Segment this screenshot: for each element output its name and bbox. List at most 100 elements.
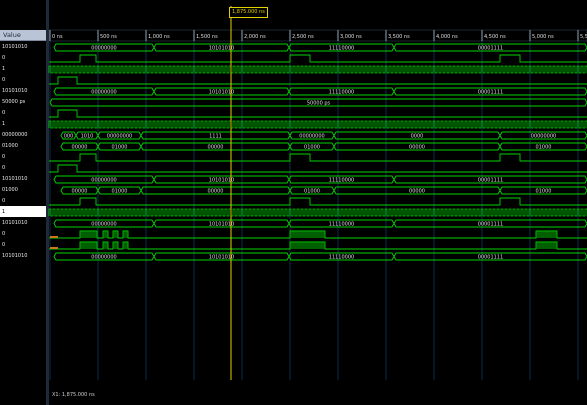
- signal-value[interactable]: 10101010: [2, 88, 28, 94]
- bus-segment: [393, 219, 587, 228]
- bus-value-label: 00000: [208, 189, 224, 195]
- bus-value-label: 11110000: [329, 46, 354, 52]
- signal-value[interactable]: 0: [2, 231, 6, 237]
- bus-value-label: 00000000: [531, 134, 556, 140]
- signal-value[interactable]: 01000: [2, 143, 18, 149]
- bus-value-label: 10101010: [209, 222, 234, 228]
- signal-value[interactable]: 10101010: [2, 44, 28, 50]
- bit-waveform: [49, 164, 587, 173]
- signal-value[interactable]: 50000 ps: [2, 99, 26, 105]
- bit-waveform: [49, 109, 587, 118]
- bus-value-label: 11110000: [329, 90, 354, 96]
- bit-high-fill: [80, 242, 97, 249]
- cursor-position-status: X1: 1,875.000 ns: [52, 392, 95, 398]
- bus-segment: [393, 252, 587, 261]
- bus-value-label: 00001111: [478, 178, 503, 184]
- signal-value[interactable]: 0: [2, 110, 6, 116]
- bus-value-label: 00000: [72, 189, 88, 195]
- undefined-marker: [50, 236, 58, 238]
- bus-value-label: 00000000: [91, 90, 116, 96]
- signal-value[interactable]: 0: [2, 242, 6, 248]
- signal-value[interactable]: 10101010: [2, 176, 28, 182]
- bus-value-label: 00001111: [478, 46, 503, 52]
- bit-waveform: [49, 241, 587, 250]
- timeline-tick-label: 2,000 ns: [244, 34, 266, 40]
- bus-value-label: 000: [64, 134, 74, 140]
- bus-value-label: 01000: [112, 189, 128, 195]
- signal-value[interactable]: 1: [2, 121, 6, 127]
- bus-value-label: 1111: [209, 134, 222, 140]
- timeline-tick-label: 500 ns: [100, 34, 117, 40]
- bus-value-label: 11110000: [329, 178, 354, 184]
- bus-segment: [499, 186, 587, 195]
- bus-value-label: 01000: [536, 189, 552, 195]
- bus-value-label: 00000000: [91, 222, 116, 228]
- bit-high-fill: [103, 231, 108, 238]
- signal-value[interactable]: 0: [2, 165, 6, 171]
- bit-waveform: [49, 153, 587, 162]
- bus-segment: [49, 98, 587, 107]
- timeline-tick-label: 3,000 ns: [340, 34, 362, 40]
- bus-segment: [393, 43, 587, 52]
- value-column-header[interactable]: Value: [0, 30, 46, 41]
- bus-value-label: 00000000: [91, 178, 116, 184]
- signal-value[interactable]: 0: [2, 77, 6, 83]
- selected-row-highlight[interactable]: [0, 206, 46, 217]
- value-panel: Value 10101010 0 1 0 10101010 50000 ps 0 1 00000…: [0, 0, 46, 405]
- bit-high-fill: [123, 242, 128, 249]
- bus-value-label: 00001111: [478, 255, 503, 261]
- bus-segment: [499, 131, 587, 140]
- bus-value-label: 0000: [411, 134, 424, 140]
- clock-waveform: [48, 208, 587, 217]
- bus-value-label: 00000: [409, 145, 425, 151]
- bit-high-fill: [290, 242, 325, 249]
- bus-value-label: 00001111: [478, 222, 503, 228]
- bus-value-label: 00000000: [91, 255, 116, 261]
- bus-value-label: 01000: [536, 145, 552, 151]
- bit-high-fill: [113, 242, 118, 249]
- bit-high-fill: [103, 242, 108, 249]
- bit-high-fill: [536, 242, 557, 249]
- bus-value-label: 10101010: [209, 178, 234, 184]
- cursor-time-label: 1,875.000 ns: [229, 7, 268, 18]
- bit-waveform: [49, 230, 587, 239]
- bus-value-label: 50000 ps: [307, 101, 331, 107]
- bus-value-label: 00001111: [478, 90, 503, 96]
- bus-value-label: 01000: [304, 189, 320, 195]
- bus-segment: [393, 87, 587, 96]
- bus-value-label: 10101010: [209, 46, 234, 52]
- undefined-marker: [50, 247, 58, 249]
- bit-waveform: [49, 54, 587, 63]
- signal-value[interactable]: 00000000: [2, 132, 28, 138]
- wave-background: [49, 0, 587, 405]
- timeline-tick-label: 3,500 ns: [388, 34, 410, 40]
- timeline-tick-label: 0 ns: [52, 34, 63, 40]
- signal-value[interactable]: 1: [2, 209, 6, 215]
- signal-value[interactable]: 0: [2, 198, 6, 204]
- bit-waveform: [49, 76, 587, 85]
- signal-value[interactable]: 0: [2, 154, 6, 160]
- timeline-tick-label: 1,500 ns: [196, 34, 218, 40]
- panel-splitter[interactable]: [46, 0, 49, 405]
- bus-value-label: 00000: [409, 189, 425, 195]
- bus-segment: [393, 175, 587, 184]
- bus-value-label: 00000000: [107, 134, 132, 140]
- bus-value-label: 00000: [72, 145, 88, 151]
- bit-high-fill: [80, 231, 97, 238]
- signal-value[interactable]: 0: [2, 55, 6, 61]
- signal-value[interactable]: 10101010: [2, 253, 28, 259]
- bit-high-fill: [290, 231, 325, 238]
- signal-value[interactable]: 10101010: [2, 220, 28, 226]
- bit-high-fill: [536, 231, 557, 238]
- bus-value-label: 11110000: [329, 222, 354, 228]
- timeline-tick-label: 1,000 ns: [148, 34, 170, 40]
- bus-value-label: 11110000: [329, 255, 354, 261]
- signal-value[interactable]: 01000: [2, 187, 18, 193]
- timeline-header: [48, 29, 587, 42]
- bit-waveform: [49, 197, 587, 206]
- signal-value[interactable]: 1: [2, 66, 6, 72]
- bus-value-label: 10101010: [209, 255, 234, 261]
- timeline-tick-label: 5,5: [580, 34, 587, 40]
